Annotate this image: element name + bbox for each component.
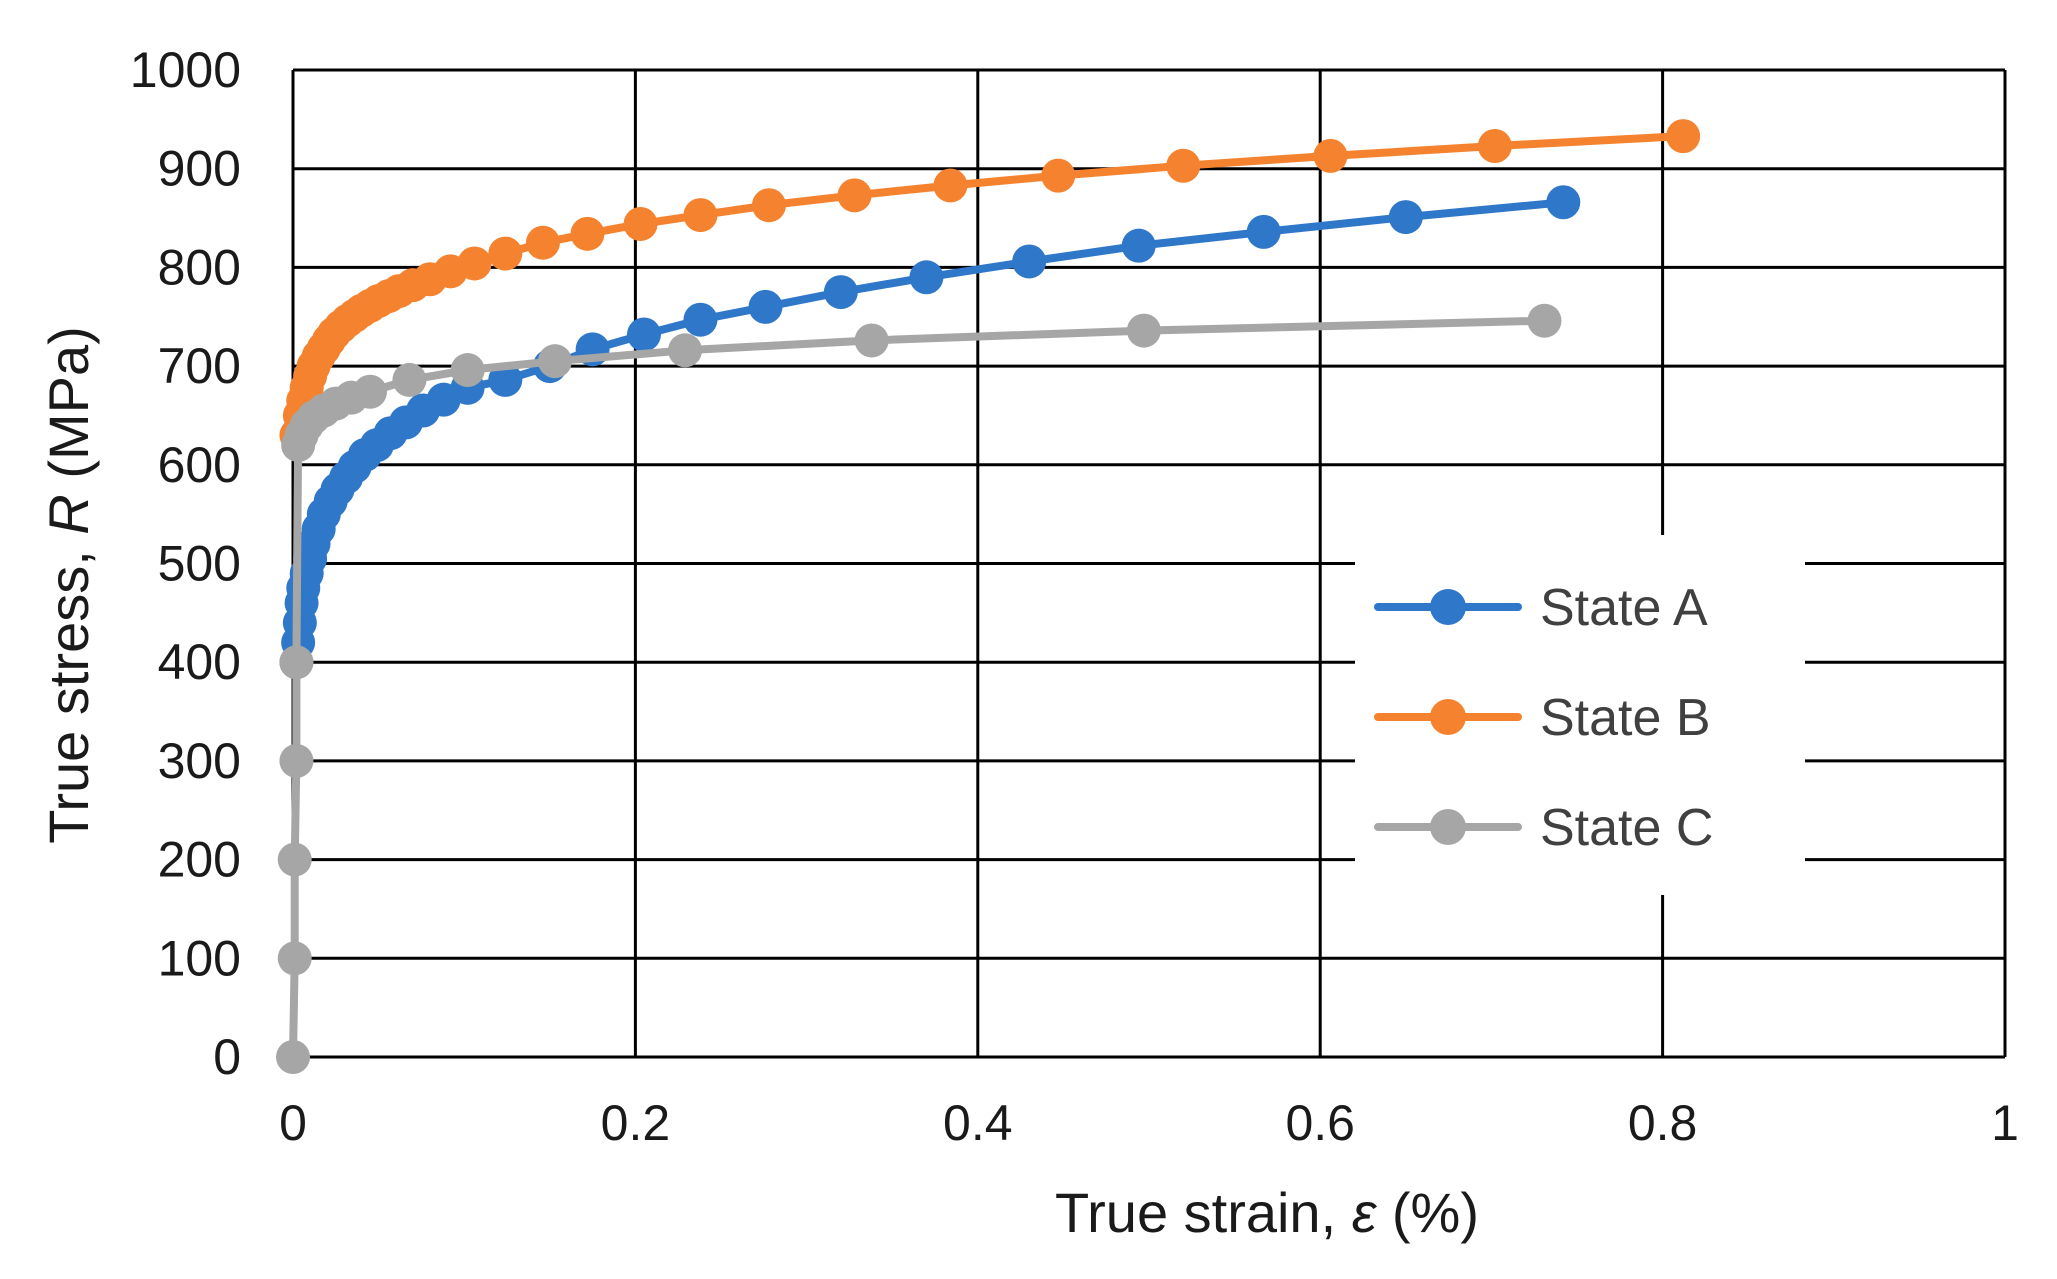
data-point (933, 168, 968, 203)
data-point (488, 362, 523, 397)
data-point (626, 317, 661, 352)
legend: State A State B State C (1355, 535, 1805, 895)
data-point (1041, 158, 1076, 193)
data-point (668, 333, 703, 368)
data-point (1546, 185, 1581, 220)
data-point (537, 344, 572, 379)
data-point (823, 275, 858, 310)
y-tick-label: 900 (158, 141, 241, 197)
data-point (1121, 228, 1156, 263)
series-lines (276, 119, 1701, 1074)
y-tick-label: 400 (158, 634, 241, 690)
x-axis-title: True strain, ε (%) (1055, 1181, 1479, 1244)
data-point (488, 236, 523, 271)
data-point (1246, 214, 1281, 249)
series-state-c (276, 303, 1562, 1074)
y-axis-title-symbol: R (37, 494, 100, 534)
x-tick-label: 0.4 (943, 1095, 1013, 1151)
y-tick-label: 300 (158, 733, 241, 789)
data-point (1313, 138, 1348, 173)
legend-item: State A (1374, 579, 1708, 637)
data-point (276, 1040, 310, 1074)
legend-swatch-marker (1430, 809, 1466, 845)
data-point (683, 198, 718, 233)
data-point (854, 323, 889, 358)
legend-item: State C (1374, 799, 1713, 857)
x-axis-title-suffix: (%) (1376, 1181, 1479, 1244)
legend-item: State B (1374, 689, 1711, 747)
y-tick-label: 0 (213, 1029, 241, 1085)
legend-label: State C (1540, 799, 1713, 857)
x-tick-label: 0.2 (601, 1095, 671, 1151)
x-tick-label: 1 (1991, 1095, 2019, 1151)
axes: 0 100 200 300 400 500 600 700 800 900 1000 0 0.2 0.4 0… (130, 42, 2019, 1151)
y-tick-label: 800 (158, 239, 241, 295)
data-point (525, 225, 560, 260)
y-tick-label: 600 (158, 437, 241, 493)
data-point (279, 645, 314, 680)
data-point (277, 842, 312, 877)
data-point (909, 260, 944, 295)
data-point (1126, 313, 1161, 348)
x-tick-label: 0 (279, 1095, 307, 1151)
x-axis-title-symbol: ε (1352, 1181, 1378, 1244)
data-point (353, 374, 388, 409)
data-point (748, 289, 783, 324)
data-point (1527, 303, 1562, 338)
data-point (683, 302, 718, 337)
data-point (837, 178, 872, 213)
data-point (450, 353, 485, 388)
data-point (1012, 244, 1047, 279)
data-point (1477, 128, 1512, 163)
y-tick-label: 700 (158, 338, 241, 394)
legend-swatch-marker (1430, 699, 1466, 735)
legend-swatch-marker (1430, 589, 1466, 625)
x-tick-label: 0.6 (1285, 1095, 1355, 1151)
x-tick-label: 0.8 (1628, 1095, 1698, 1151)
data-point (1666, 119, 1701, 154)
y-tick-label: 1000 (130, 42, 241, 98)
data-point (751, 188, 786, 223)
data-point (392, 362, 427, 397)
data-point (279, 743, 314, 778)
data-point (457, 246, 492, 281)
y-tick-label: 100 (158, 930, 241, 986)
y-tick-label: 500 (158, 536, 241, 592)
data-point (570, 216, 605, 251)
y-axis-title-suffix: (MPa) (37, 326, 100, 494)
data-point (1388, 200, 1423, 235)
x-axis-title-prefix: True strain, (1055, 1181, 1352, 1244)
y-axis-title: True stress, R (MPa) (37, 326, 100, 844)
data-point (277, 941, 312, 976)
y-axis-title-prefix: True stress, (37, 535, 100, 844)
legend-label: State B (1540, 689, 1711, 747)
legend-label: State A (1540, 579, 1708, 637)
data-point (623, 206, 658, 241)
y-tick-label: 200 (158, 832, 241, 888)
data-point (1166, 148, 1201, 183)
